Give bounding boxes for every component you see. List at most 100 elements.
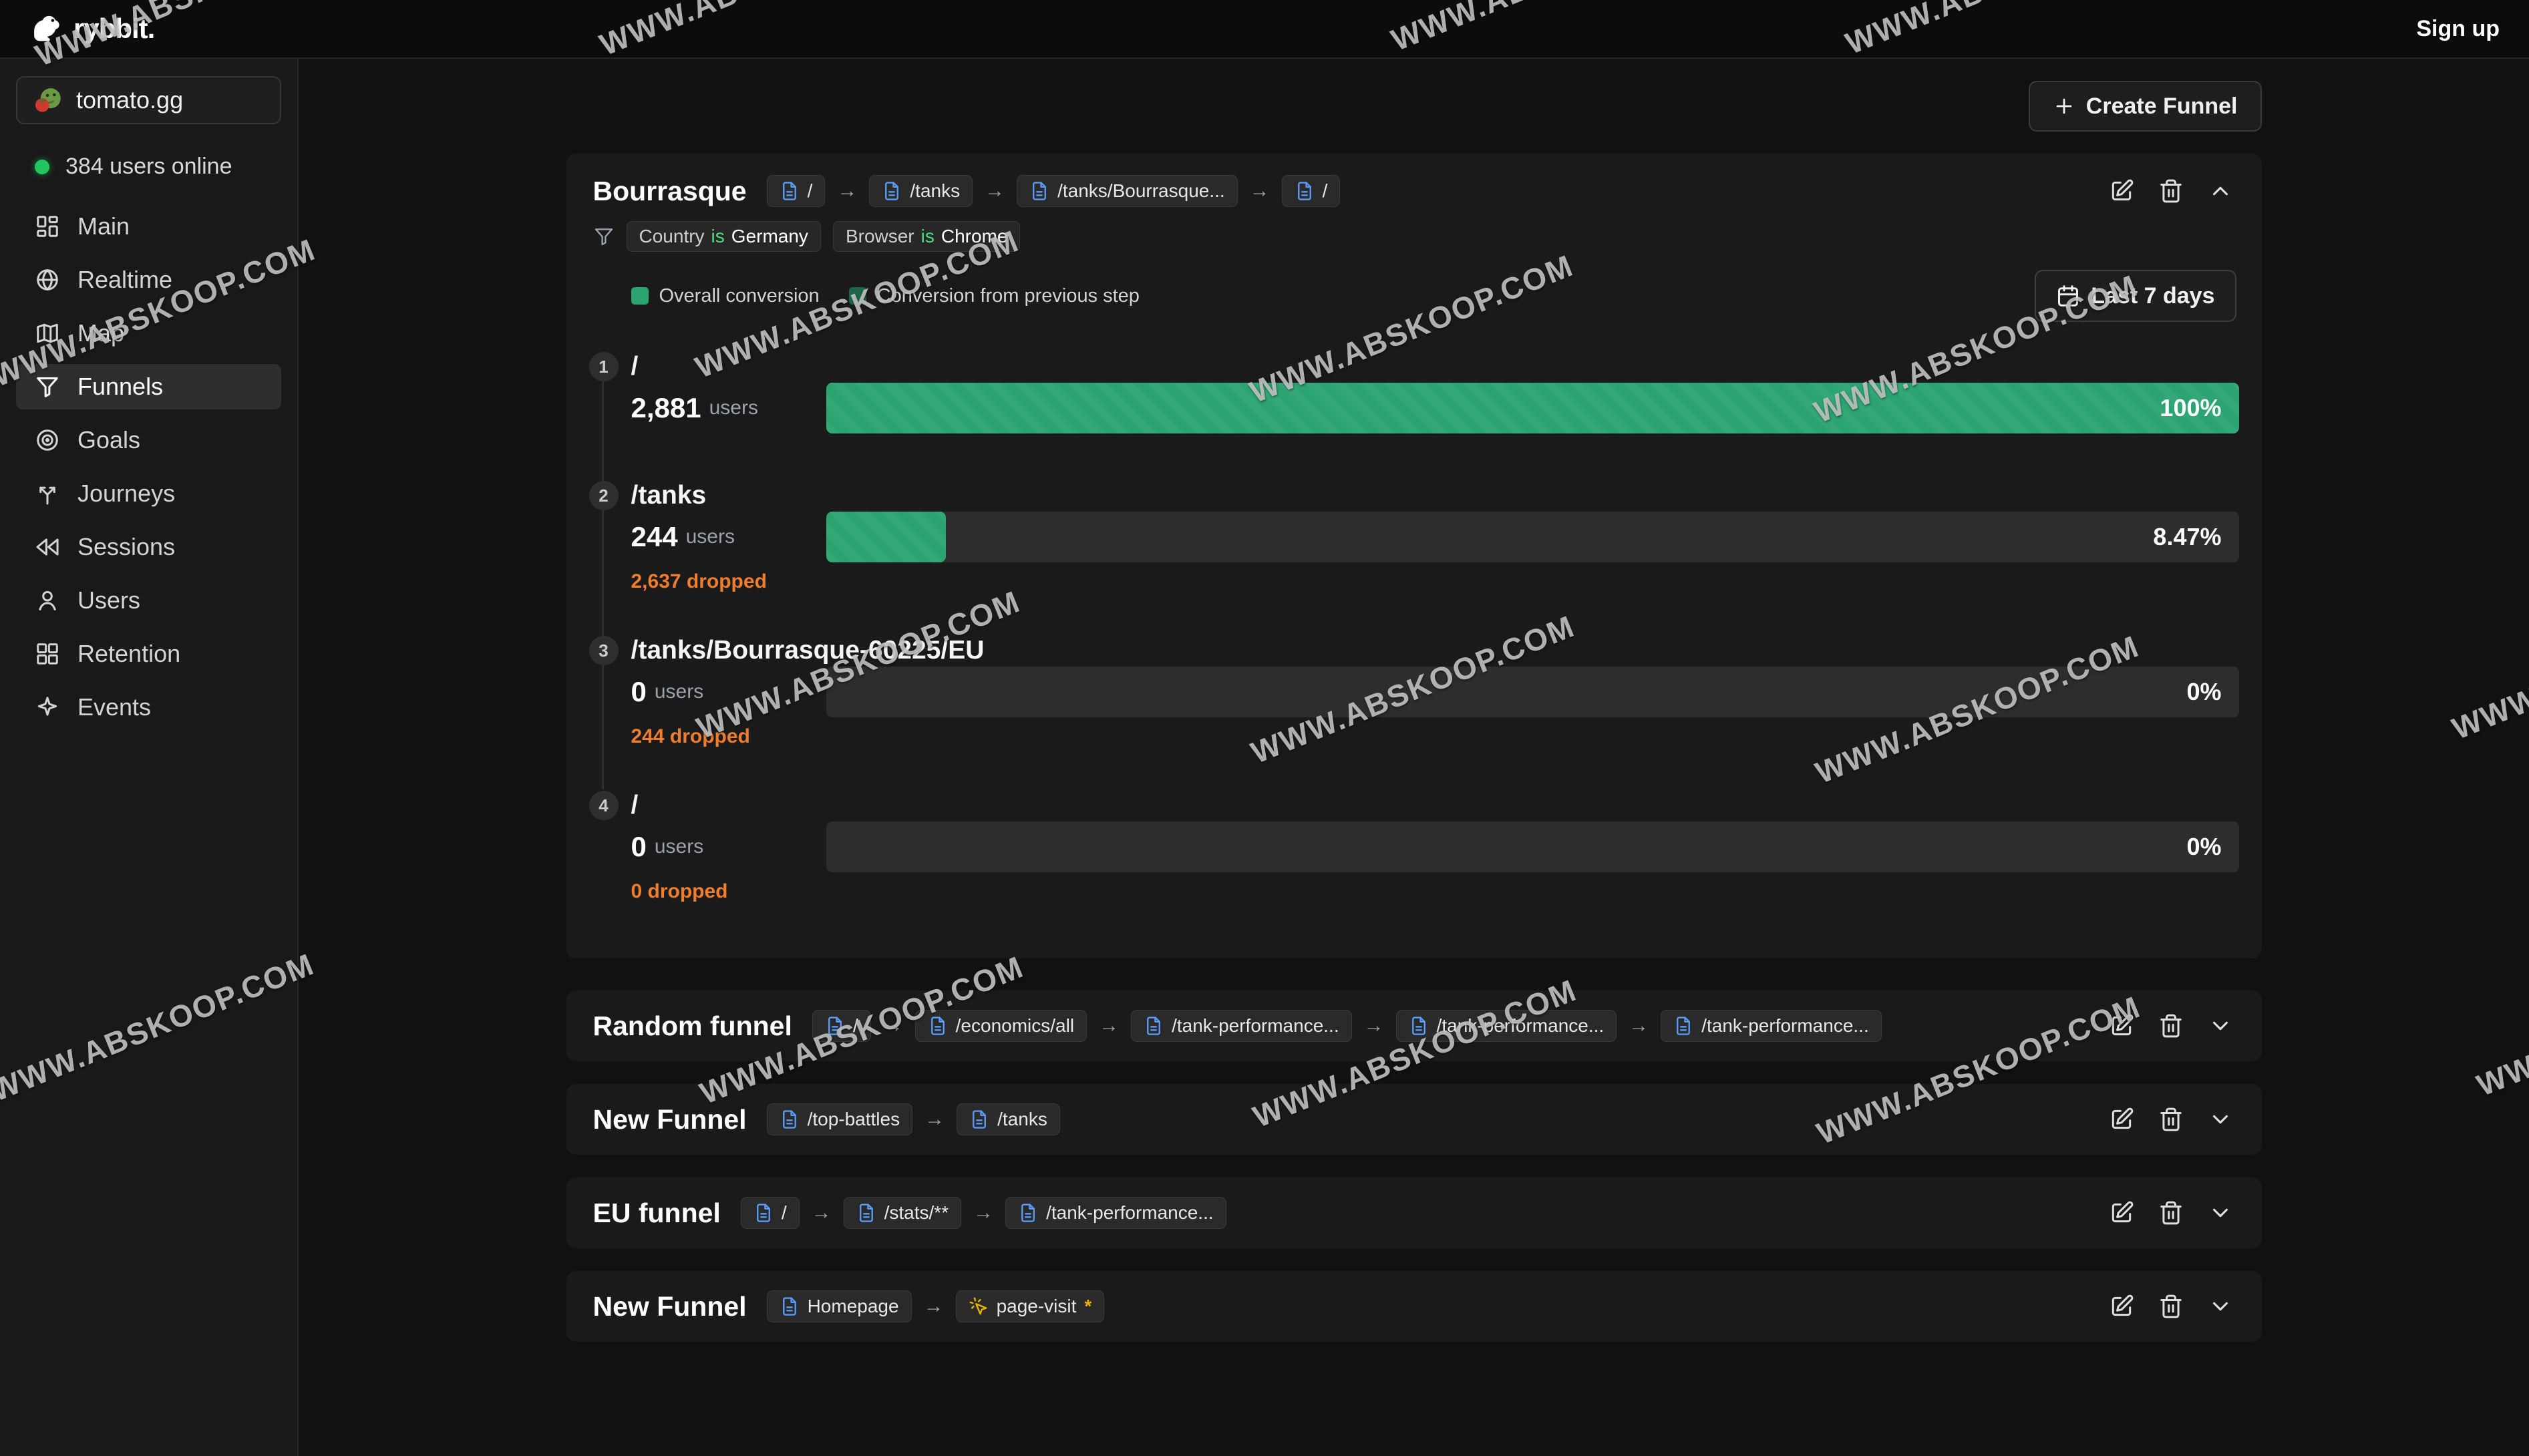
- step-chip-label: /stats/**: [884, 1202, 949, 1223]
- date-range-label: Last 7 days: [2091, 283, 2215, 309]
- edit-funnel-button[interactable]: [2107, 176, 2136, 206]
- legend-swatch-icon: [848, 287, 866, 305]
- sidebar-item-users[interactable]: Users: [16, 578, 281, 623]
- sidebar-item-sessions[interactable]: Sessions: [16, 524, 281, 570]
- step-chip: /: [1281, 175, 1341, 207]
- toggle-funnel-button[interactable]: [2206, 176, 2235, 206]
- split-icon: [39, 486, 55, 505]
- step-chip: Homepage: [766, 1290, 912, 1322]
- delete-funnel-button[interactable]: [2156, 1292, 2186, 1321]
- sidebar-item-funnels[interactable]: Funnels: [16, 364, 281, 409]
- funnel-actions: [2107, 1011, 2235, 1041]
- chip-arrow-icon: →: [923, 1295, 944, 1317]
- funnel-list: Random funnel / → /economics/all → /tank-perf…: [566, 990, 2262, 1342]
- sidebar-item-label: Funnels: [77, 373, 164, 400]
- edit-funnel-button[interactable]: [2107, 1198, 2136, 1228]
- step-number: 2: [588, 481, 619, 510]
- page-icon: [782, 1110, 796, 1129]
- sidebar-item-label: Events: [77, 693, 152, 721]
- conversion-percent: 8.47%: [2153, 523, 2222, 550]
- sidebar-item-realtime[interactable]: Realtime: [16, 257, 281, 303]
- step-users-word: users: [654, 681, 704, 703]
- legend-label: Overall conversion: [659, 285, 820, 307]
- sidebar-item-journeys[interactable]: Journeys: [16, 471, 281, 516]
- toggle-funnel-button[interactable]: [2206, 1105, 2235, 1134]
- edit-funnel-button[interactable]: [2107, 1011, 2136, 1041]
- toggle-funnel-button[interactable]: [2206, 1011, 2235, 1041]
- step-chip: /economics/all: [914, 1010, 1087, 1042]
- delete-funnel-button[interactable]: [2156, 1011, 2186, 1041]
- step-chip: /: [766, 175, 826, 207]
- conversion-bar-track: 8.47%: [826, 512, 2239, 562]
- sidebar-item-events[interactable]: Events: [16, 685, 281, 730]
- conversion-bar-track: 0%: [826, 822, 2239, 872]
- funnel-step-1: 1 / 2,881 users 100%: [588, 352, 2239, 507]
- create-funnel-button[interactable]: Create Funnel: [2028, 81, 2262, 132]
- cursor-icon: [969, 1297, 987, 1315]
- topbar: rybbit. Sign up: [0, 0, 2529, 59]
- funnel-actions: [2107, 1198, 2235, 1228]
- sidebar-item-goals[interactable]: Goals: [16, 417, 281, 463]
- step-chip-label: /economics/all: [955, 1015, 1075, 1036]
- chip-arrow-icon: →: [924, 1108, 945, 1130]
- page-icon: [931, 1017, 945, 1035]
- toggle-funnel-button[interactable]: [2206, 1292, 2235, 1321]
- trash-icon: [2160, 1107, 2182, 1131]
- chevron-down-icon: [2212, 1302, 2228, 1311]
- funnel-row-2: New Funnel/top-battles → /tanks: [566, 1084, 2262, 1155]
- step-chip-label: /tanks: [910, 180, 961, 201]
- funnel-row-title: Random funnel: [593, 1010, 792, 1041]
- step-chip: /stats/**: [843, 1197, 962, 1229]
- funnel-actions: [2107, 176, 2235, 206]
- edit-funnel-button[interactable]: [2107, 1105, 2136, 1134]
- site-selector[interactable]: tomato.gg: [16, 76, 281, 124]
- sidebar-item-label: Retention: [77, 640, 181, 667]
- step-dropped: 0 dropped: [631, 880, 728, 902]
- chevron-down-icon: [2212, 1115, 2228, 1124]
- step-chip-label: /: [781, 1202, 787, 1223]
- wildcard-star: *: [1084, 1296, 1092, 1316]
- brand-name: rybbit.: [73, 13, 155, 44]
- page-icon: [1033, 182, 1047, 200]
- online-label: 384 users online: [65, 154, 232, 179]
- main-content: Create Funnel Bourrasque / → /tanks → /tanks…: [299, 59, 2529, 1456]
- funnel-row-title: EU funnel: [593, 1197, 721, 1228]
- funnel-step-3: 3/tanks/Bourrasque-60225/EU 0 users 244 dro…: [588, 636, 2239, 791]
- sidebar-item-label: Journeys: [77, 480, 176, 507]
- step-chip-label: /tank-performance...: [1701, 1015, 1869, 1036]
- delete-funnel-button[interactable]: [2156, 176, 2186, 206]
- funnel-step-2: 2/tanks 244 users 2,637 dropped 8.47%: [588, 481, 2239, 636]
- sidebar-item-retention[interactable]: Retention: [16, 631, 281, 677]
- delete-funnel-button[interactable]: [2156, 1105, 2186, 1134]
- step-chip: /: [740, 1197, 800, 1229]
- delete-funnel-button[interactable]: [2156, 1198, 2186, 1228]
- funnel-header: Bourrasque / → /tanks → /tanks/Bourrasque...…: [593, 171, 2235, 211]
- step-chip-label: Homepage: [807, 1296, 899, 1316]
- step-chip-label: /: [807, 180, 813, 201]
- conversion-bar-track: 100%: [826, 383, 2239, 433]
- conversion-bar-fill: [826, 383, 2239, 433]
- page-icon: [859, 1204, 873, 1222]
- edit-funnel-button[interactable]: [2107, 1292, 2136, 1321]
- sidebar-item-main[interactable]: Main: [16, 204, 281, 249]
- conversion-percent: 100%: [2160, 394, 2222, 421]
- edit-icon: [2112, 1294, 2133, 1316]
- step-chip-label: /top-battles: [807, 1109, 900, 1129]
- toggle-funnel-button[interactable]: [2206, 1198, 2235, 1228]
- date-range-button[interactable]: Last 7 days: [2035, 270, 2236, 322]
- create-funnel-label: Create Funnel: [2085, 93, 2238, 119]
- edit-icon: [2112, 1107, 2133, 1129]
- chip-arrow-icon: →: [985, 180, 1005, 202]
- grid-icon: [37, 643, 58, 665]
- conversion-percent: 0%: [2186, 678, 2222, 705]
- filter-field: Country: [639, 226, 705, 246]
- chip-arrow-icon: →: [1363, 1015, 1384, 1037]
- page-icon: [973, 1110, 987, 1129]
- legend-item: Overall conversion: [631, 285, 820, 307]
- step-users: 0 users: [631, 822, 704, 872]
- step-users-word: users: [709, 397, 758, 419]
- funnel-step-chips: Homepage → page-visit *: [766, 1290, 1105, 1322]
- signup-link[interactable]: Sign up: [2416, 15, 2500, 41]
- sidebar-item-map[interactable]: Map: [16, 311, 281, 356]
- grid-main-icon: [37, 216, 58, 237]
